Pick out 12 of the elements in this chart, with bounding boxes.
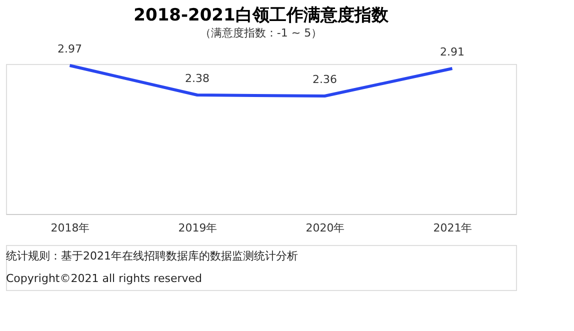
x-tick-label: 2018年: [50, 222, 90, 234]
text: 统计规则：基于2021年在线招聘数据库的数据监测统计分析: [6, 249, 298, 262]
data-label: 2.36: [312, 73, 337, 86]
x-tick-label: 2021年: [433, 222, 472, 234]
data-label: 2.97: [58, 42, 82, 56]
chart-subtitle: （满意度指数：-1 ~ 5）: [200, 26, 322, 40]
x-tick-label: 2019年: [178, 222, 218, 234]
chart-title: 2018-2021白领工作满意度指数: [134, 6, 390, 26]
data-label: 2.38: [185, 72, 210, 85]
data-label: 2.91: [440, 46, 464, 58]
x-tick-label: 2020年: [306, 222, 345, 234]
text: Copyright©2021 all rights reserved: [6, 272, 202, 285]
